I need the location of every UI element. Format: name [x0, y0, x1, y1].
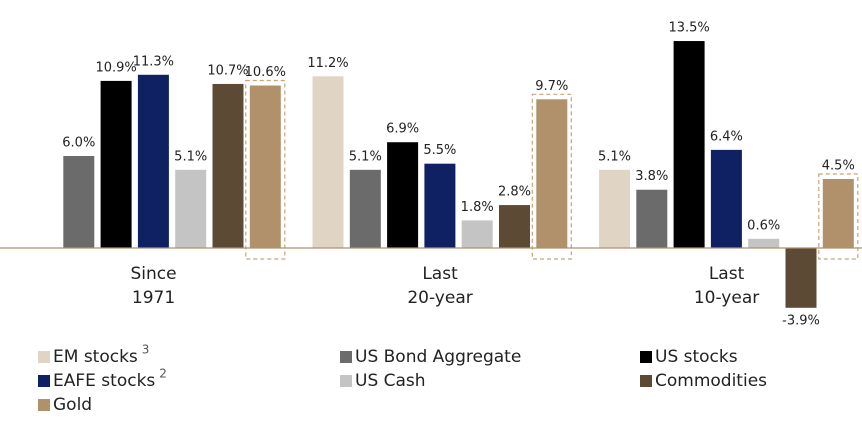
category-label: 10-year: [694, 288, 759, 308]
legend-label: Gold: [53, 395, 92, 415]
highlight-box: [245, 79, 286, 260]
value-label: 11.3%: [133, 54, 174, 69]
category-label: 1971: [132, 288, 175, 308]
value-label: 5.5%: [423, 143, 456, 158]
bar: [249, 85, 281, 248]
bar: [100, 80, 132, 248]
category-label: Last: [422, 264, 458, 284]
bar: [499, 205, 530, 248]
value-label: 10.6%: [245, 65, 286, 80]
value-label: -3.9%: [782, 313, 820, 328]
bar: [536, 99, 568, 248]
bar: [424, 163, 456, 248]
legend-label: Commodities: [655, 371, 767, 391]
highlight-box: [818, 173, 859, 260]
value-label: 2.8%: [498, 185, 531, 200]
bar: [461, 220, 493, 248]
legend-label: US Bond Aggregate: [355, 347, 521, 367]
legend-swatch: [340, 351, 352, 363]
legend-label: US Cash: [355, 371, 426, 391]
legend-swatch: [640, 351, 652, 363]
value-label: 9.7%: [535, 79, 568, 94]
legend-label: US stocks: [655, 347, 738, 367]
value-label: 10.9%: [95, 60, 136, 75]
value-label: 5.1%: [349, 149, 382, 164]
value-label: 6.4%: [710, 129, 743, 144]
value-label: 6.0%: [62, 136, 95, 151]
bar: [785, 248, 817, 308]
value-label: 0.6%: [747, 218, 780, 233]
bar: [599, 169, 630, 248]
bar: [748, 238, 780, 248]
bar: [212, 83, 244, 249]
legend-swatch: [38, 399, 50, 411]
legend-swatch: [38, 351, 50, 363]
value-label: 4.5%: [822, 159, 855, 174]
bar: [387, 142, 419, 248]
bar: [137, 74, 169, 248]
category-label: 20-year: [407, 288, 472, 308]
bar: [349, 169, 381, 248]
highlight-box: [531, 93, 572, 260]
bar: [63, 156, 95, 248]
value-label: 3.8%: [635, 169, 668, 184]
category-label: Since: [130, 264, 176, 284]
bar: [636, 189, 668, 248]
bar: [312, 76, 344, 248]
value-label: 10.7%: [207, 63, 248, 78]
value-label: 11.2%: [307, 56, 348, 71]
value-label: 1.8%: [461, 200, 494, 215]
legend-swatch: [640, 375, 652, 387]
value-label: 13.5%: [668, 21, 709, 36]
legend-label: EAFE stocks: [53, 371, 155, 391]
bar: [673, 41, 705, 248]
bar: [175, 169, 207, 248]
value-label: 5.1%: [174, 149, 207, 164]
legend-swatch: [340, 375, 352, 387]
value-label: 6.9%: [386, 122, 419, 137]
legend-note: 3: [142, 343, 150, 357]
category-label: Last: [709, 264, 745, 284]
legend-swatch: [38, 375, 50, 387]
value-label: 5.1%: [598, 149, 631, 164]
legend-label: EM stocks: [53, 347, 138, 367]
bar: [822, 179, 854, 248]
legend-note: 2: [159, 367, 167, 381]
bar: [710, 149, 742, 248]
